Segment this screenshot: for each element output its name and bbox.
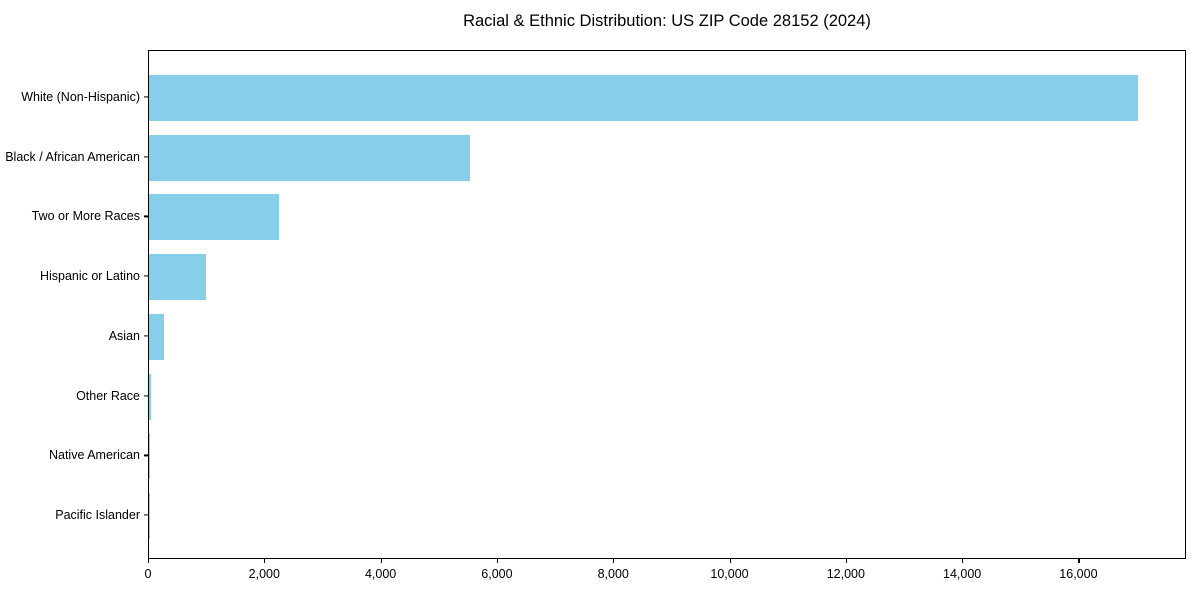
y-tick-mark <box>144 514 148 516</box>
x-tick-label: 0 <box>144 567 152 581</box>
x-tick-label: 6,000 <box>481 567 513 581</box>
x-tick-mark <box>380 559 382 563</box>
y-tick-mark <box>144 96 148 98</box>
x-tick-mark <box>613 559 615 563</box>
y-tick-mark <box>144 395 148 397</box>
bar-native-american <box>149 433 150 480</box>
y-tick-label: Pacific Islander <box>55 508 140 523</box>
bar-hispanic-or-latino <box>149 254 206 301</box>
bar-other-race <box>149 373 151 420</box>
y-tick-mark <box>144 335 148 337</box>
y-tick-label: Other Race <box>76 388 140 403</box>
x-tick-label: 8,000 <box>597 567 629 581</box>
y-tick-label: Hispanic or Latino <box>39 269 140 284</box>
y-tick-mark <box>144 156 148 158</box>
x-tick-label: 2,000 <box>248 567 280 581</box>
x-tick-label: 12,000 <box>826 567 865 581</box>
y-tick-label: Black / African American <box>5 149 140 164</box>
x-tick-mark <box>845 559 847 563</box>
x-tick-mark <box>729 559 731 563</box>
chart-title: Racial & Ethnic Distribution: US ZIP Cod… <box>463 12 871 30</box>
bar-white-non-hispanic <box>149 74 1138 121</box>
x-tick-mark <box>1078 559 1080 563</box>
x-tick-label: 10,000 <box>710 567 749 581</box>
plot-area <box>148 50 1186 559</box>
y-tick-label: White (Non-Hispanic) <box>21 89 140 104</box>
y-tick-mark <box>144 454 148 456</box>
x-tick-mark <box>496 559 499 563</box>
bar-black-african-american <box>149 134 470 181</box>
y-tick-mark <box>144 215 148 217</box>
x-tick-label: 14,000 <box>942 567 982 581</box>
x-tick-mark <box>264 559 266 563</box>
bar-two-or-more-races <box>149 194 280 241</box>
x-tick-label: 16,000 <box>1059 567 1098 581</box>
y-tick-mark <box>144 275 148 277</box>
bar-asian <box>149 313 165 360</box>
y-tick-label: Two or More Races <box>31 209 140 224</box>
x-tick-label: 4,000 <box>364 567 397 581</box>
x-tick-mark <box>962 559 964 563</box>
x-tick-mark <box>148 559 150 563</box>
y-tick-label: Native American <box>48 448 140 463</box>
y-tick-label: Asian <box>108 328 140 343</box>
